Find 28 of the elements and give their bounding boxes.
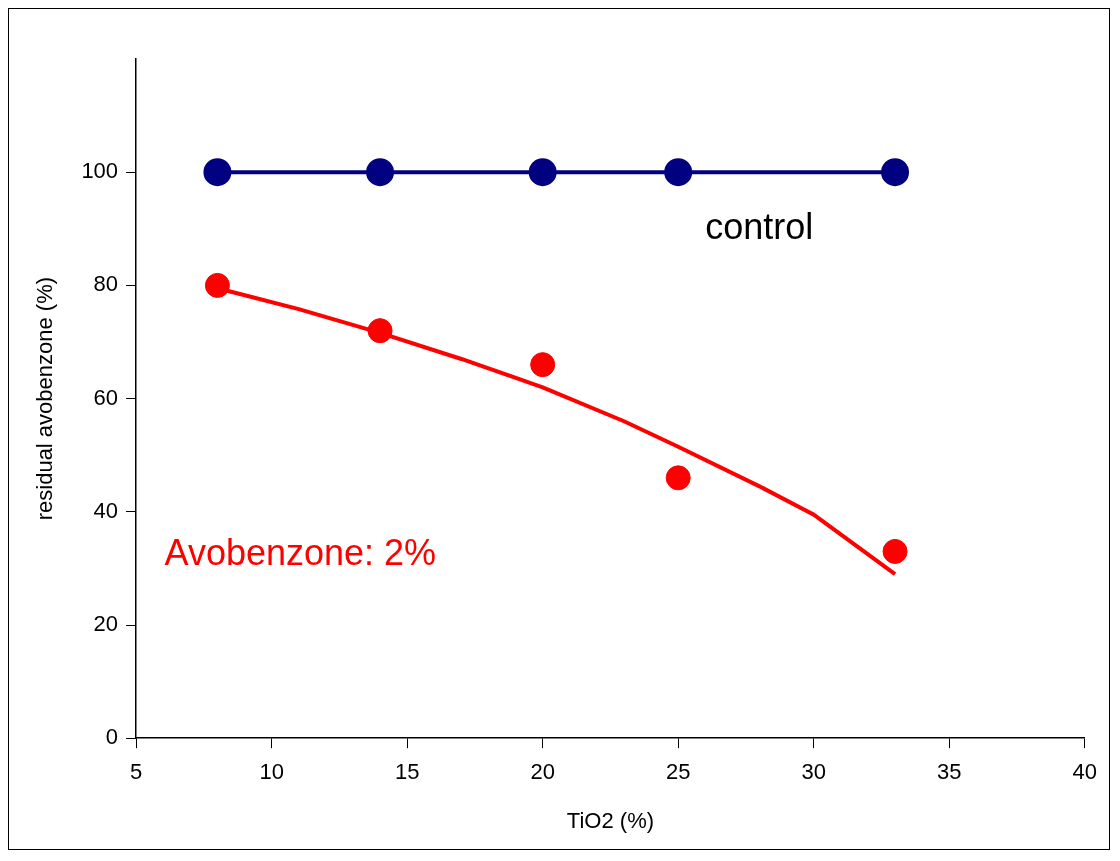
y-tick-label: 100 — [81, 158, 119, 184]
text: Avobenzone: 2% — [164, 531, 437, 573]
x-tick-label: 5 — [129, 759, 143, 785]
y-tick-label: 60 — [93, 384, 119, 410]
point — [664, 158, 693, 187]
point — [881, 158, 910, 187]
x-tick-label: 35 — [937, 759, 962, 785]
x-tick-label: 15 — [394, 759, 420, 785]
point — [203, 158, 232, 187]
point — [882, 538, 908, 564]
x-tick-label: 10 — [259, 759, 284, 785]
point — [204, 272, 230, 298]
point — [665, 465, 691, 491]
point — [528, 158, 557, 187]
point — [367, 318, 393, 344]
x-tick-label: 25 — [665, 759, 691, 785]
x-tick-label: 40 — [1072, 759, 1098, 785]
x-axis-title: TiO2 (%) — [566, 807, 655, 833]
point — [530, 352, 556, 378]
y-axis-title: residual avobenzone (%) — [32, 276, 58, 521]
x-tick-label: 20 — [530, 759, 555, 785]
series-label: control — [705, 205, 814, 247]
y-tick-label: 40 — [93, 497, 119, 523]
y-tick-label: 20 — [93, 611, 119, 637]
y-tick-label: 80 — [93, 271, 119, 297]
point — [366, 158, 395, 187]
y-tick-label: 0 — [105, 724, 119, 750]
x-tick-label: 30 — [801, 759, 826, 785]
